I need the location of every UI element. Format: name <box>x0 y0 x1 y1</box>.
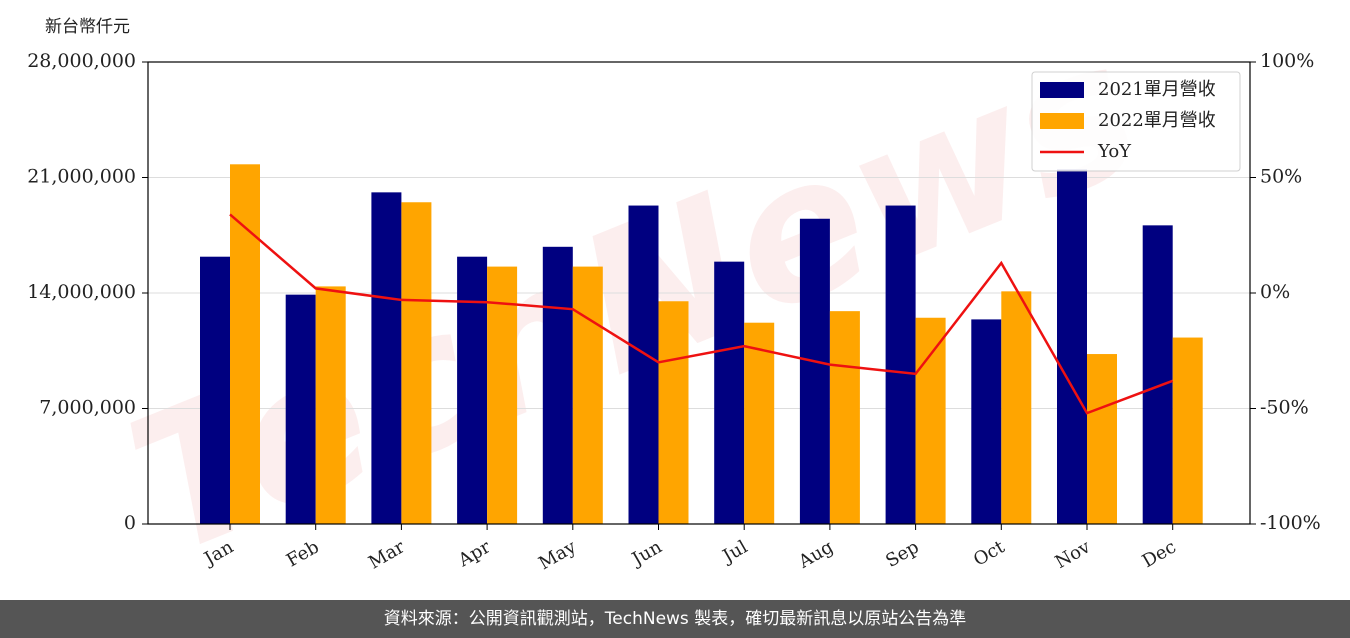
y2-tick-label: 100% <box>1260 50 1314 72</box>
y-tick-label: 7,000,000 <box>39 397 136 419</box>
x-tick-label: Nov <box>1052 536 1095 573</box>
x-tick-label: Apr <box>454 536 494 571</box>
legend-label: 2022單月營收 <box>1098 110 1216 131</box>
bar <box>915 317 946 524</box>
y2-tick-label: -50% <box>1260 397 1309 419</box>
bar <box>1057 169 1087 524</box>
bar <box>1001 291 1032 524</box>
bar <box>285 294 316 524</box>
y2-tick-label: 50% <box>1260 166 1302 188</box>
bar <box>744 322 775 524</box>
y-tick-label: 0 <box>124 512 136 534</box>
x-tick-label: Dec <box>1139 536 1180 572</box>
bar <box>315 286 346 524</box>
bar <box>799 218 830 524</box>
bar <box>1172 337 1203 524</box>
bar <box>487 266 518 524</box>
bar <box>658 301 689 524</box>
x-tick-label: Oct <box>970 536 1009 571</box>
bar <box>628 205 659 525</box>
bar <box>1087 354 1117 524</box>
bar <box>200 256 230 524</box>
legend: 2021單月營收 2022單月營收 YoY <box>1031 71 1241 172</box>
bar <box>371 192 402 524</box>
bar <box>885 205 916 525</box>
chart: 新台幣仟元 TechNews 07,000,00014,000,00021,00… <box>27 0 1321 598</box>
y-tick-label: 14,000,000 <box>27 281 136 303</box>
legend-swatch <box>1040 82 1084 98</box>
legend-swatch <box>1040 113 1084 129</box>
legend-label: 2021單月營收 <box>1098 79 1216 100</box>
bar <box>829 311 860 524</box>
x-tick-label: Jun <box>627 536 666 571</box>
y-tick-label: 21,000,000 <box>27 166 136 188</box>
plot-frame <box>147 61 1251 525</box>
line <box>229 213 1174 415</box>
x-tick-label: Mar <box>365 536 409 573</box>
bar <box>542 246 573 525</box>
legend-label: YoY <box>1097 141 1132 162</box>
bar <box>971 319 1002 524</box>
bar <box>714 261 745 524</box>
bar <box>230 164 260 525</box>
bar <box>572 266 603 524</box>
x-tick-label: May <box>535 536 580 574</box>
y2-tick-label: 0% <box>1260 281 1290 303</box>
y-tick-label: 28,000,000 <box>27 50 136 72</box>
x-tick-label: Jul <box>718 536 752 568</box>
x-tick-label: Sep <box>882 536 922 571</box>
y2-tick-label: -100% <box>1260 512 1321 534</box>
bar <box>457 256 488 524</box>
x-tick-label: Aug <box>794 536 837 573</box>
bar <box>1142 225 1173 524</box>
footer: 資料來源：公開資訊觀測站，TechNews 製表，確切最新訊息以原站公告為準 <box>0 600 1350 638</box>
y-axis-label: 新台幣仟元 <box>45 17 130 37</box>
bar <box>401 202 432 524</box>
